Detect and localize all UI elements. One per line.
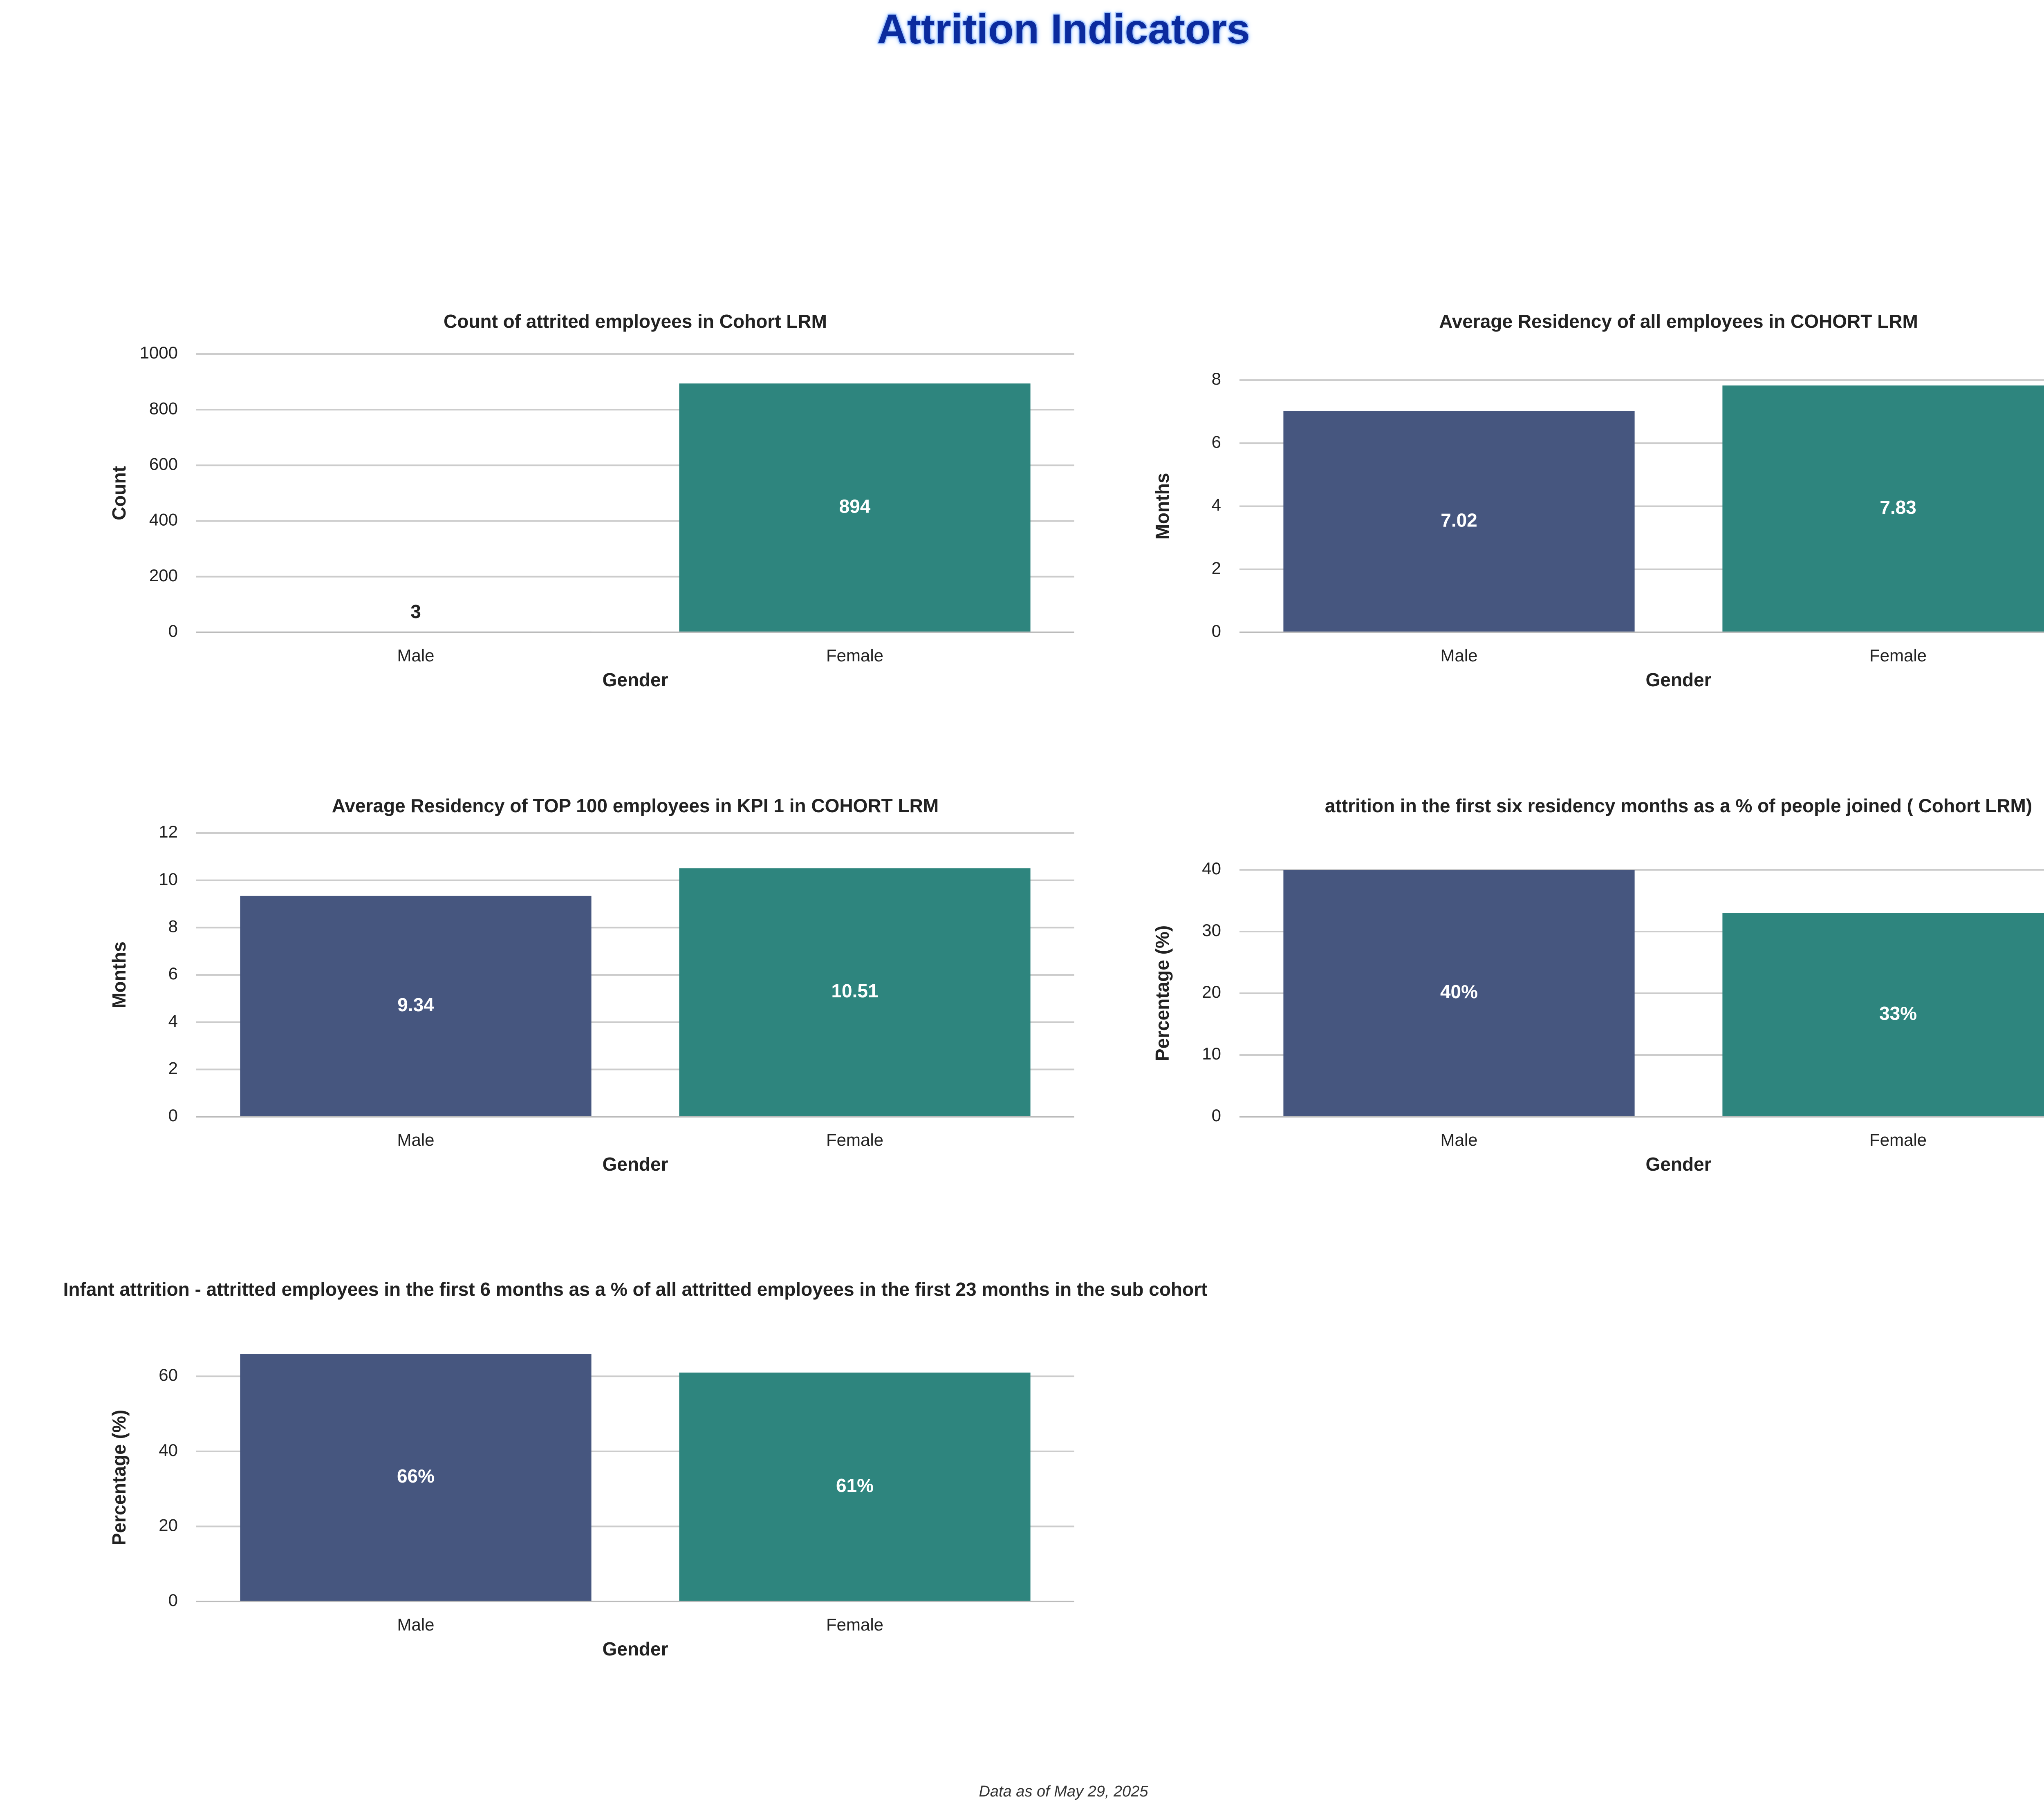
- y-tick-label: 20: [159, 1515, 178, 1534]
- y-tick-label: 20: [1202, 982, 1221, 1001]
- data-label: 66%: [397, 1465, 435, 1487]
- x-tick-label: Male: [397, 646, 434, 665]
- x-tick-label: Male: [397, 1615, 434, 1634]
- bar-male: [1283, 411, 1635, 632]
- data-label: 61%: [836, 1475, 874, 1496]
- chart-title: Average Residency of TOP 100 employees i…: [332, 795, 939, 816]
- chart-1: Count of attrited employees in Cohort LR…: [108, 311, 1074, 690]
- chart-5: Infant attrition - attritted employees i…: [63, 1279, 1208, 1660]
- y-tick-label: 30: [1202, 921, 1221, 940]
- y-tick-label: 2: [168, 1058, 178, 1077]
- y-tick-label: 0: [1212, 621, 1221, 641]
- data-label: 33%: [1879, 1003, 1917, 1024]
- y-tick-label: 0: [168, 621, 178, 641]
- chart-title: attrition in the first six residency mon…: [1325, 795, 2032, 816]
- chart-4: attrition in the first six residency mon…: [1152, 795, 2044, 1175]
- bar-female: [679, 383, 1031, 632]
- y-tick-label: 400: [149, 510, 178, 529]
- x-tick-label: Male: [1440, 646, 1477, 665]
- data-label: 10.51: [831, 980, 878, 1001]
- x-tick-label: Male: [1440, 1130, 1477, 1149]
- x-tick-label: Female: [1869, 646, 1927, 665]
- y-tick-label: 10: [159, 869, 178, 889]
- y-tick-label: 2: [1212, 558, 1221, 578]
- y-tick-label: 1000: [140, 343, 178, 362]
- y-axis-label: Count: [108, 466, 130, 520]
- chart-2: Average Residency of all employees in CO…: [1152, 311, 2044, 690]
- y-tick-label: 6: [1212, 432, 1221, 451]
- y-tick-label: 40: [159, 1440, 178, 1460]
- x-tick-label: Female: [1869, 1130, 1927, 1149]
- bar-female: [679, 1372, 1031, 1601]
- bar-male: [240, 1354, 592, 1601]
- y-tick-label: 200: [149, 566, 178, 585]
- footer-note: Data as of May 29, 2025: [979, 1783, 1148, 1800]
- y-tick-label: 600: [149, 454, 178, 473]
- data-label: 894: [839, 496, 871, 517]
- y-axis-label: Months: [1152, 473, 1173, 540]
- data-label: 7.02: [1441, 509, 1477, 531]
- y-tick-label: 10: [1202, 1044, 1221, 1063]
- bar-male: [240, 896, 592, 1117]
- x-axis-label: Gender: [1645, 1153, 1711, 1175]
- y-tick-label: 12: [159, 822, 178, 841]
- y-tick-label: 60: [159, 1365, 178, 1384]
- y-tick-label: 40: [1202, 859, 1221, 878]
- bar-male: [1283, 870, 1635, 1117]
- bar-female: [679, 868, 1031, 1117]
- y-tick-label: 8: [1212, 369, 1221, 388]
- bar-female: [1722, 913, 2044, 1117]
- x-axis-label: Gender: [602, 1638, 668, 1660]
- chart-3: Average Residency of TOP 100 employees i…: [108, 795, 1074, 1175]
- y-tick-label: 0: [1212, 1106, 1221, 1125]
- y-tick-label: 4: [1212, 495, 1221, 515]
- x-tick-label: Female: [826, 1130, 883, 1149]
- x-tick-label: Female: [826, 1615, 883, 1634]
- x-axis-label: Gender: [602, 669, 668, 690]
- data-label: 7.83: [1880, 497, 1916, 518]
- y-axis-label: Percentage (%): [1152, 925, 1173, 1061]
- x-tick-label: Male: [397, 1130, 434, 1149]
- chart-title: Count of attrited employees in Cohort LR…: [444, 311, 827, 332]
- y-tick-label: 6: [168, 964, 178, 983]
- y-tick-label: 800: [149, 399, 178, 418]
- y-tick-label: 8: [168, 916, 178, 936]
- data-label: 40%: [1440, 981, 1478, 1002]
- y-axis-label: Percentage (%): [108, 1410, 130, 1545]
- y-axis-label: Months: [108, 941, 130, 1008]
- y-tick-label: 0: [168, 1590, 178, 1610]
- data-label: 3: [410, 601, 421, 622]
- x-axis-label: Gender: [1645, 669, 1711, 690]
- chart-title: Infant attrition - attritted employees i…: [63, 1279, 1208, 1300]
- x-axis-label: Gender: [602, 1153, 668, 1175]
- x-tick-label: Female: [826, 646, 883, 665]
- bar-female: [1722, 385, 2044, 632]
- chart-title: Average Residency of all employees in CO…: [1439, 311, 1918, 332]
- y-tick-label: 4: [168, 1011, 178, 1030]
- page-title: Attrition Indicators: [877, 6, 1250, 52]
- data-label: 9.34: [397, 994, 434, 1015]
- y-tick-label: 0: [168, 1106, 178, 1125]
